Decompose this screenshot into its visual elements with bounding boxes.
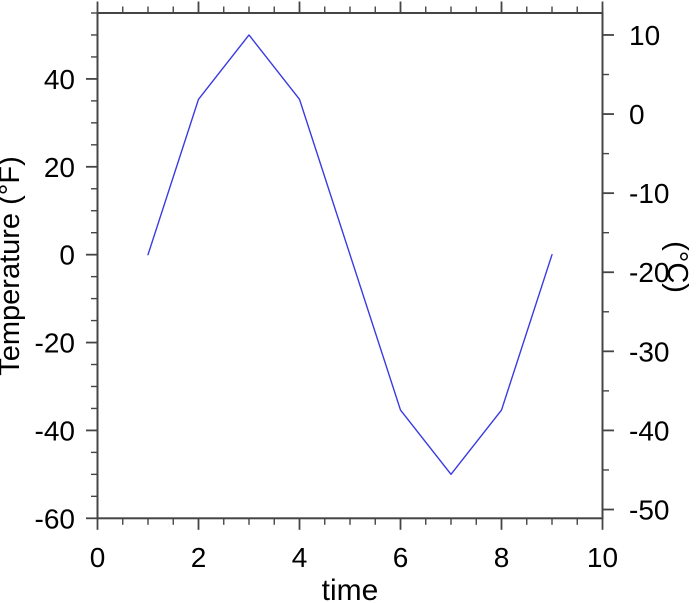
right-tick-label: 10 <box>629 20 660 51</box>
left-tick-label: -60 <box>35 503 75 534</box>
plot-frame-layer <box>96 12 604 520</box>
left-axis-title: Temperature (°F) <box>0 156 26 375</box>
right-tick-label: -20 <box>629 257 669 288</box>
axis-tick-layer <box>86 1 614 530</box>
left-tick-label: 20 <box>44 152 75 183</box>
left-tick-label: -20 <box>35 328 75 359</box>
right-tick-label: -50 <box>629 495 669 526</box>
right-tick-label: -30 <box>629 336 669 367</box>
right-tick-label: -40 <box>629 415 669 446</box>
x-tick-label: 8 <box>494 542 510 573</box>
right-axis-title: (°C) <box>661 241 693 293</box>
right-tick-label: -10 <box>629 178 669 209</box>
left-tick-label: 40 <box>44 64 75 95</box>
right-tick-label: 0 <box>629 99 645 130</box>
left-tick-label: 0 <box>59 240 75 271</box>
x-tick-label: 10 <box>587 542 618 573</box>
x-tick-label: 2 <box>191 542 207 573</box>
temperature-series-line <box>147 34 553 476</box>
x-tick-label: 0 <box>90 542 106 573</box>
x-axis-title: time <box>322 574 379 603</box>
tick-label-layer: 0 2 4 6 8 10 40 20 0 -20 -40 -60 10 0 -10 -20 -30 -40 -50 <box>35 20 670 573</box>
plot-frame <box>96 12 604 520</box>
x-tick-label: 4 <box>292 542 308 573</box>
x-tick-label: 6 <box>393 542 409 573</box>
left-tick-label: -40 <box>35 415 75 446</box>
